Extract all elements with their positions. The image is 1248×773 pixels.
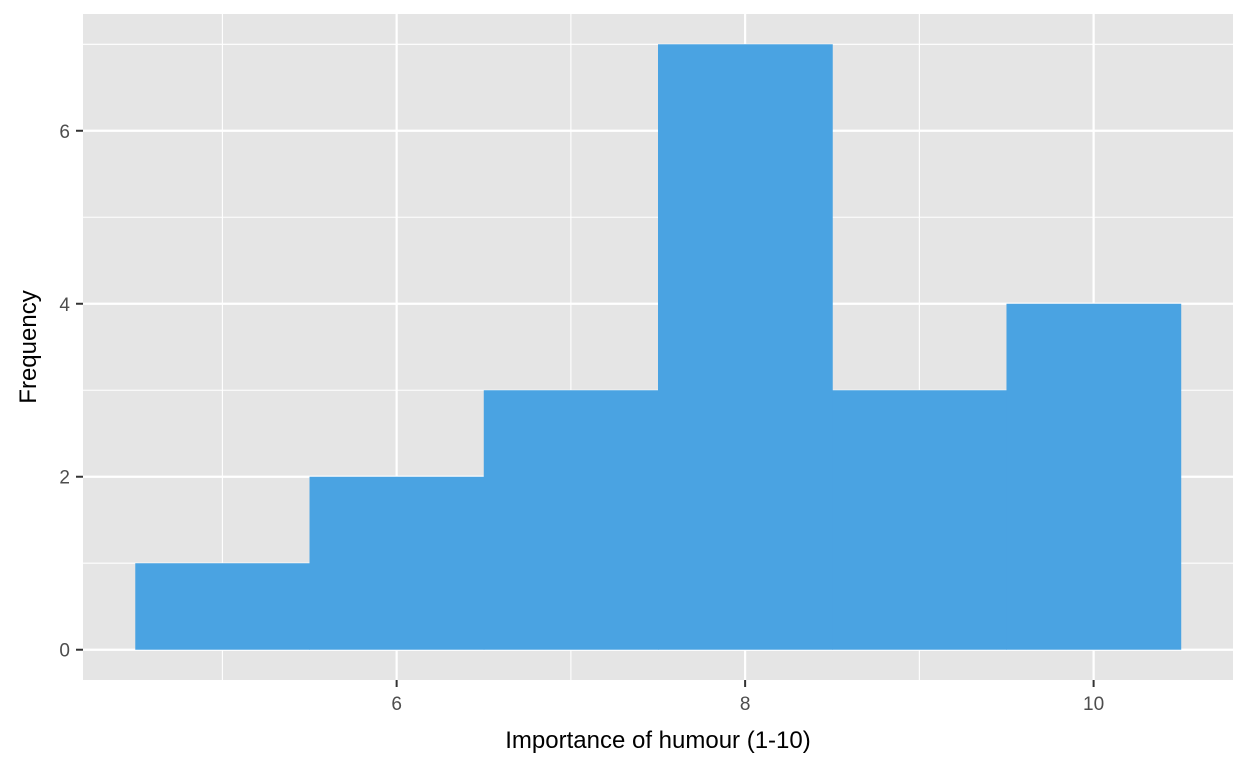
x-tick-labels: 6 8 10 <box>391 694 1104 715</box>
histogram-bar <box>1006 303 1182 650</box>
y-tick-label: 6 <box>59 122 70 143</box>
y-tick-label: 2 <box>59 468 70 489</box>
x-tick-label: 8 <box>740 694 751 715</box>
histogram-bars <box>135 44 1182 650</box>
histogram-bar <box>309 476 485 650</box>
histogram-bar <box>135 563 311 650</box>
y-axis-title: Frequency <box>15 290 42 403</box>
x-axis-title: Importance of humour (1-10) <box>505 727 810 754</box>
histogram-bar <box>832 390 1007 650</box>
axis-ticks <box>76 129 1095 687</box>
y-tick-label: 4 <box>59 295 70 316</box>
x-tick-label: 10 <box>1083 694 1104 715</box>
y-tick-labels: 0 2 4 6 <box>59 122 70 662</box>
histogram-bar <box>483 390 659 650</box>
x-tick-label: 6 <box>391 694 402 715</box>
y-tick-label: 0 <box>59 641 70 662</box>
histogram-bar <box>658 44 833 650</box>
